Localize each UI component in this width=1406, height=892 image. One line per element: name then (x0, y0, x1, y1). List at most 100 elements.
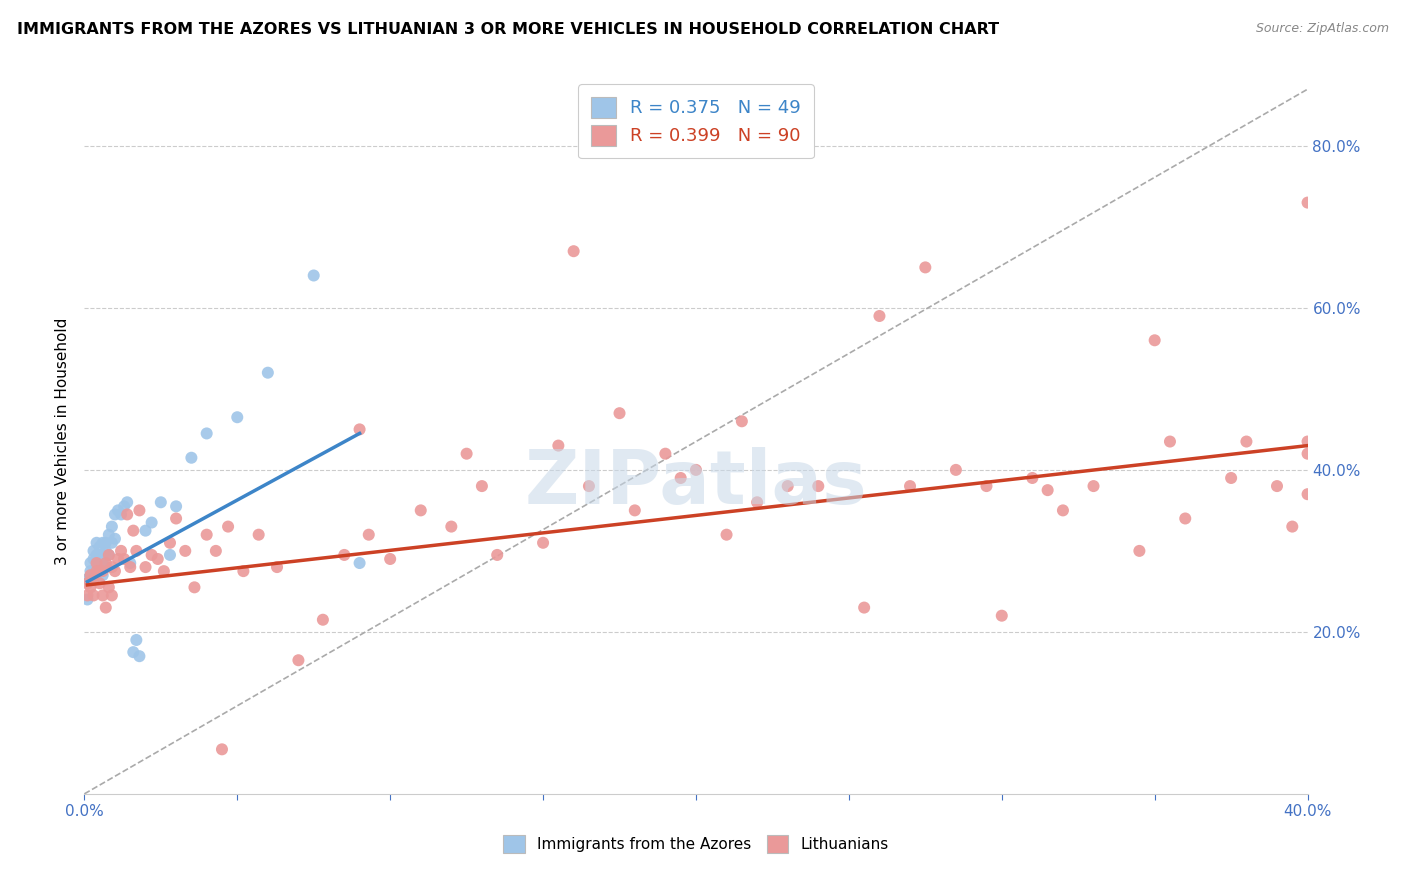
Point (91, 564, 114, 578)
Point (141, 516, 163, 530)
Point (101, 519, 124, 533)
Point (122, 524, 145, 538)
Point (76, 576, 98, 591)
Point (183, 580, 205, 594)
Point (349, 556, 371, 570)
Point (89, 576, 111, 591)
Point (914, 260, 936, 275)
Point (195, 426, 218, 441)
Point (112, 500, 135, 514)
Point (94, 556, 117, 570)
Point (79, 568, 101, 582)
Point (153, 564, 176, 578)
Point (302, 268, 325, 283)
Point (1174, 511, 1197, 525)
Point (531, 536, 554, 550)
Text: ZIPatlas: ZIPatlas (524, 447, 868, 520)
Point (83, 544, 105, 558)
Point (83, 589, 105, 603)
Point (83, 572, 105, 586)
Point (83, 564, 105, 578)
Point (1128, 544, 1150, 558)
Point (1083, 479, 1105, 493)
Point (97, 527, 120, 541)
Point (1281, 519, 1303, 533)
Point (86, 564, 108, 578)
Point (76, 589, 98, 603)
Point (79, 568, 101, 582)
Point (380, 552, 402, 566)
Point (89, 556, 111, 570)
Point (104, 532, 127, 546)
Point (89, 540, 111, 554)
Point (91, 536, 114, 550)
Point (1220, 471, 1243, 485)
Point (174, 544, 197, 558)
Point (101, 536, 124, 550)
Point (333, 548, 356, 562)
Y-axis label: 3 or more Vehicles in Household: 3 or more Vehicles in Household (55, 318, 70, 566)
Point (716, 527, 738, 541)
Point (89, 548, 111, 562)
Point (89, 564, 111, 578)
Point (165, 511, 187, 525)
Point (654, 447, 676, 461)
Point (266, 560, 288, 574)
Point (135, 560, 157, 574)
Point (86, 536, 108, 550)
Point (149, 495, 172, 509)
Point (125, 632, 148, 647)
Point (226, 410, 249, 425)
Point (609, 406, 631, 420)
Text: Source: ZipAtlas.com: Source: ZipAtlas.com (1256, 22, 1389, 36)
Point (110, 544, 132, 558)
Point (122, 645, 145, 659)
Point (97, 548, 120, 562)
Point (86, 560, 108, 574)
Point (898, 479, 921, 493)
Point (89, 564, 111, 578)
Point (110, 508, 132, 522)
Point (79, 580, 101, 594)
Point (1296, 487, 1319, 501)
Point (247, 527, 270, 541)
Point (976, 479, 998, 493)
Point (1052, 503, 1074, 517)
Legend: Immigrants from the Azores, Lithuanians: Immigrants from the Azores, Lithuanians (492, 825, 900, 863)
Point (312, 613, 335, 627)
Point (159, 548, 181, 562)
Point (101, 560, 124, 574)
Point (101, 589, 124, 603)
Point (159, 536, 181, 550)
Point (79, 556, 101, 570)
Point (91, 556, 114, 570)
Point (349, 422, 371, 436)
Point (685, 463, 707, 477)
Point (562, 244, 585, 259)
Point (217, 519, 239, 533)
Point (76, 572, 98, 586)
Point (205, 544, 228, 558)
Point (107, 552, 129, 566)
Point (97, 580, 120, 594)
Point (853, 600, 876, 615)
Point (486, 548, 509, 562)
Point (94, 536, 117, 550)
Point (94, 560, 117, 574)
Point (94, 544, 117, 558)
Point (83, 572, 105, 586)
Point (1159, 434, 1181, 449)
Point (86, 568, 108, 582)
Point (456, 447, 478, 461)
Point (869, 309, 891, 323)
Point (180, 450, 202, 465)
Point (128, 649, 150, 664)
Point (1296, 195, 1319, 210)
Point (115, 495, 138, 509)
Point (1296, 447, 1319, 461)
Point (120, 560, 142, 574)
Point (86, 556, 108, 570)
Point (807, 479, 830, 493)
Point (731, 414, 754, 428)
Point (232, 564, 254, 578)
